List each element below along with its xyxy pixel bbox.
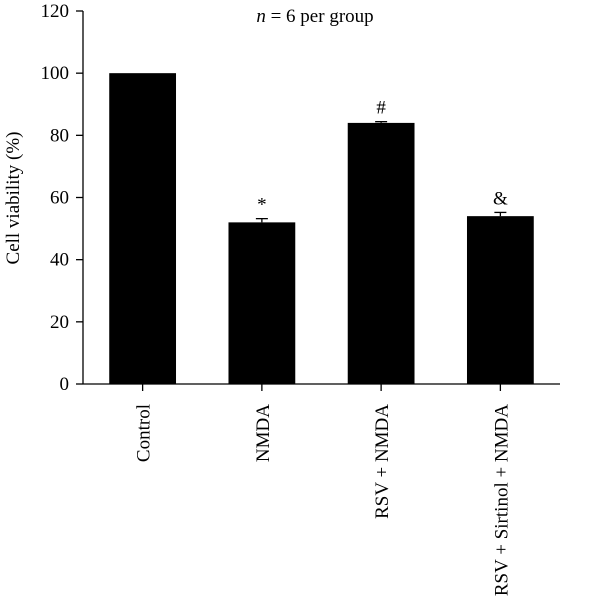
y-axis-title: Cell viability (%): [3, 132, 24, 265]
significance-marker: #: [376, 98, 386, 119]
y-tick-label: 120: [41, 1, 70, 22]
x-category-label: Control: [134, 404, 155, 462]
y-tick-label: 0: [60, 374, 70, 395]
bars: * # &: [109, 73, 534, 385]
y-tick-label: 40: [50, 250, 69, 271]
bar: [347, 122, 415, 385]
significance-marker: *: [257, 195, 267, 216]
axes: 0 20 40 60 80 100 120 Control NMDA RSV + NMDA RSV …: [41, 1, 560, 596]
bar: [228, 222, 296, 384]
bar: [109, 73, 177, 385]
bar: [466, 216, 534, 384]
y-tick-label: 100: [41, 63, 70, 84]
sample-size-rest: = 6 per group: [266, 6, 374, 27]
x-category-label: RSV + NMDA: [372, 404, 393, 519]
x-category-label: RSV + Sirtinol + NMDA: [491, 404, 512, 596]
sample-size-n: n: [256, 6, 266, 27]
significance-marker: &: [493, 188, 508, 209]
y-tick-label: 80: [50, 125, 69, 146]
sample-size-annotation: n = 6 per group: [256, 6, 373, 27]
x-category-label: NMDA: [253, 404, 274, 462]
y-tick-label: 20: [50, 312, 69, 333]
y-tick-label: 60: [50, 188, 69, 209]
